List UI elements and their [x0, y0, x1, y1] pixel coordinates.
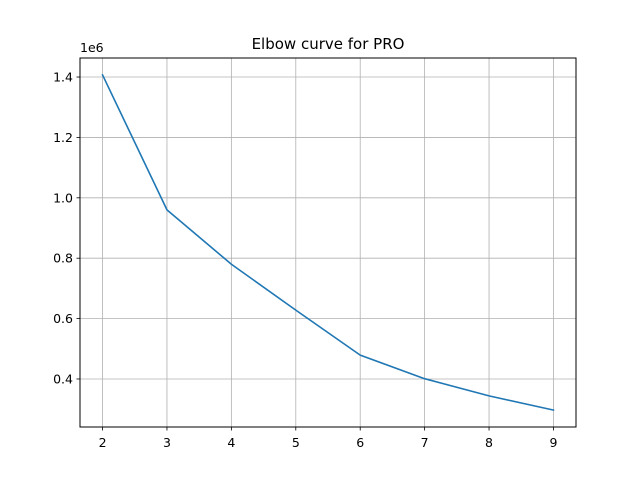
y-tick-label: 1.2 [53, 130, 73, 145]
series-group [101, 73, 555, 412]
y-tick-label: 0.6 [53, 311, 73, 326]
x-tick-label: 5 [292, 435, 300, 450]
x-tick-label: 9 [549, 435, 557, 450]
y-tick-label: 1.4 [53, 70, 73, 85]
x-tick-label: 6 [356, 435, 364, 450]
y-axis: 0.4 0.6 0.8 1.0 1.2 1.4 [53, 70, 80, 386]
series-line [101, 73, 555, 412]
x-tick-label: 3 [163, 435, 171, 450]
plot-frame [79, 57, 577, 428]
y-tick-label: 0.8 [53, 251, 73, 266]
chart-title: Elbow curve for PRO [252, 35, 405, 53]
x-tick-label: 7 [421, 435, 429, 450]
grid [80, 58, 576, 427]
y-tick-label: 0.4 [53, 371, 73, 386]
x-tick-label: 8 [485, 435, 493, 450]
x-tick-label: 4 [227, 435, 235, 450]
x-tick-label: 2 [99, 435, 107, 450]
y-tick-label: 1.0 [53, 190, 73, 205]
x-axis: 2 3 4 5 6 7 8 9 [99, 427, 557, 450]
y-offset-label: 1e6 [80, 40, 104, 55]
